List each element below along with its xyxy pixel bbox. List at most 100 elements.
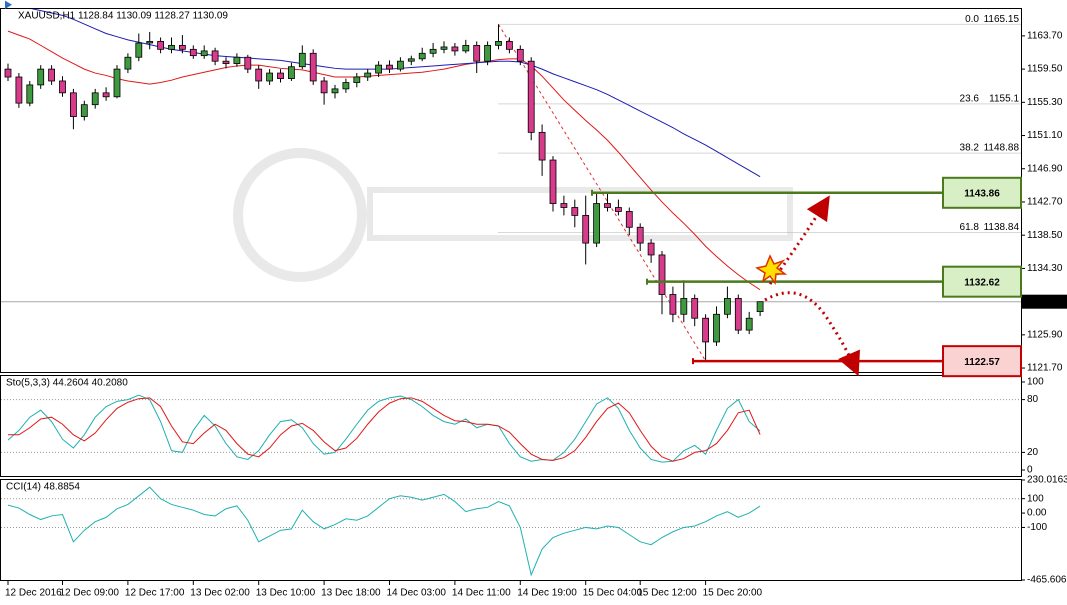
- candle-body: [702, 317, 709, 343]
- candle-body: [320, 80, 328, 94]
- breakout-icon: [755, 254, 788, 286]
- candle-body: [70, 92, 77, 117]
- price-plot: 1165.15 0.0 1155.1 23.6 1148.88 38.2 1138.84 61…: [1, 9, 1021, 362]
- candle-body: [353, 76, 361, 83]
- y-tick-label: 0.00: [1027, 508, 1047, 519]
- candle-body: [309, 52, 317, 82]
- y-tick-label: 1125.90: [1027, 329, 1063, 340]
- y-tick-label: 1138.50: [1027, 230, 1063, 241]
- level-label: 1143.86: [964, 188, 1000, 199]
- candle-body: [375, 64, 383, 74]
- annotations: [755, 195, 861, 377]
- x-tick-label: 14 Dec 11:00: [452, 588, 511, 599]
- fib-ratio: 61.8: [960, 222, 980, 233]
- candle-body: [189, 48, 197, 57]
- y-tick-label: 1146.90: [1027, 163, 1063, 174]
- candle-body: [473, 44, 481, 62]
- candle-body: [386, 64, 393, 70]
- candle-body: [495, 41, 502, 46]
- indicator-line: [7, 486, 761, 577]
- candle-body: [277, 72, 284, 79]
- candle-body: [604, 203, 611, 208]
- candle-body: [734, 298, 742, 331]
- y-tick-label: 1142.70: [1027, 197, 1063, 208]
- stoch-panel-frame: [0, 375, 1022, 477]
- candle-body: [582, 215, 590, 244]
- candle-body: [462, 44, 470, 52]
- candle-body: [168, 44, 175, 50]
- candle-body: [211, 50, 219, 62]
- candle-body: [407, 58, 415, 62]
- candle-body: [102, 92, 110, 98]
- candle-body: [146, 41, 154, 44]
- y-tick-label: 1159.50: [1027, 64, 1063, 75]
- candle-body: [429, 48, 437, 54]
- indicator-plot: [1, 486, 1021, 577]
- last-price-label: 1130.09: [1026, 296, 1062, 307]
- candle-body: [505, 41, 513, 50]
- candle-body: [636, 226, 644, 244]
- candle-body: [527, 60, 535, 133]
- x-tick-label: 12 Dec 2016: [5, 588, 62, 599]
- y-tick-label: 1151.10: [1027, 130, 1063, 141]
- level-box: [942, 345, 1022, 378]
- candle-body: [571, 207, 579, 216]
- fib-ratio: 23.6: [960, 94, 980, 105]
- candle-body: [484, 44, 492, 62]
- candle-body: [59, 80, 66, 94]
- candle-body: [244, 56, 252, 70]
- candle-body: [418, 52, 426, 60]
- candle-body: [331, 88, 339, 94]
- y-tick-label: -465.606: [1027, 575, 1067, 586]
- y-tick-label: 230.0163: [1027, 475, 1067, 486]
- x-tick-label: 12 Dec 17:00: [125, 588, 185, 599]
- candle-body: [745, 317, 753, 331]
- candle-body: [233, 56, 241, 64]
- y-tick-label: 100: [1027, 493, 1044, 504]
- candle-body: [124, 56, 132, 70]
- x-tick-label: 12 Dec 09:00: [60, 588, 120, 599]
- candle-body: [91, 92, 99, 106]
- candle-body: [364, 72, 372, 78]
- candle-body: [625, 211, 633, 228]
- y-tick-label: 1163.70: [1027, 31, 1063, 42]
- candle-body: [287, 66, 295, 79]
- panel-title: Sto(5,3,3) 44.2604 40.2080: [6, 378, 128, 389]
- panel-title: XAUUSD,H1 1128.84 1130.09 1128.27 1130.0…: [18, 11, 228, 22]
- candle-body: [756, 301, 764, 312]
- candle-body: [266, 72, 274, 82]
- watermark: [233, 148, 793, 282]
- candle-body: [113, 68, 121, 98]
- candle-body: [691, 298, 699, 319]
- candle-body: [669, 294, 677, 315]
- y-tick-label: 0: [1027, 465, 1033, 476]
- candle-body: [157, 41, 165, 50]
- candle-body: [560, 203, 568, 208]
- panel-title: CCI(14) 48.8854: [6, 482, 80, 493]
- moving-average: [31, 9, 761, 178]
- symbol-icon: [5, 0, 12, 9]
- y-tick-label: 1134.30: [1027, 263, 1063, 274]
- candle-body: [37, 68, 45, 86]
- fib-value: 1155.1: [989, 94, 1019, 105]
- candle-body: [593, 203, 600, 244]
- fib-ratio: 38.2: [960, 143, 980, 154]
- candle-body: [255, 68, 263, 82]
- cci-panel-frame: [0, 479, 1022, 581]
- down-arrow: [764, 291, 861, 377]
- level-label: 1132.62: [964, 277, 1000, 288]
- candle-body: [615, 207, 622, 212]
- x-tick-label: 14 Dec 19:00: [517, 588, 577, 599]
- candle-body: [222, 60, 230, 64]
- y-tick-label: 1121.70: [1027, 363, 1063, 374]
- candle-body: [342, 82, 350, 90]
- x-tick-label: 13 Dec 02:00: [190, 588, 250, 599]
- x-tick-label: 13 Dec 10:00: [256, 588, 316, 599]
- candle-body: [26, 84, 34, 104]
- candle-body: [724, 298, 731, 315]
- y-tick-label: 1155.30: [1027, 97, 1063, 108]
- fib-ratio: 0.0: [965, 14, 979, 25]
- y-tick-label: 100: [1027, 377, 1044, 388]
- candle-body: [200, 50, 208, 57]
